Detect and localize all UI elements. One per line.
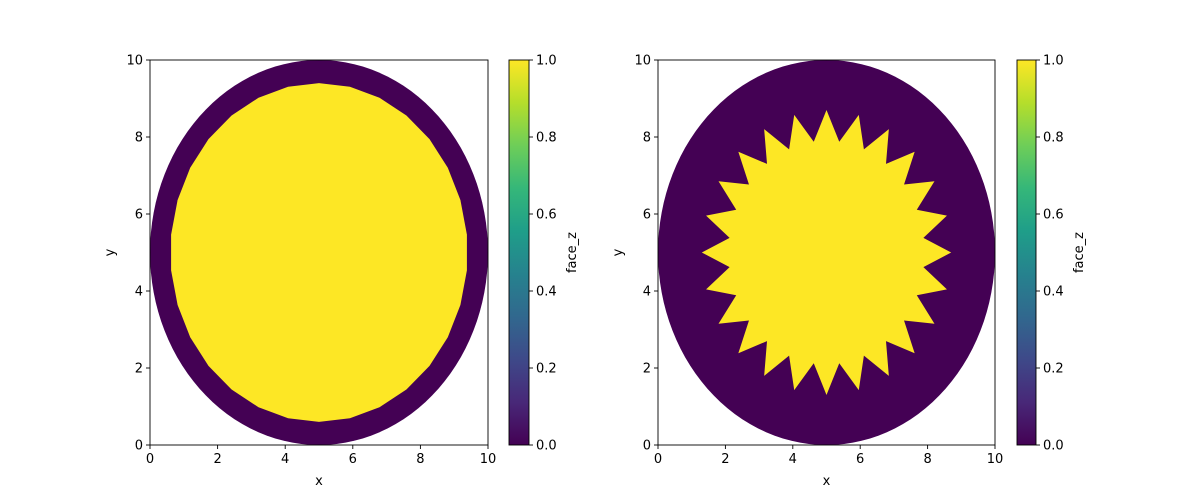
axes-frame (657, 59, 996, 446)
colorbar-tick-label: 0.6 (1043, 208, 1064, 223)
x-tick-label: 10 (987, 452, 1004, 467)
colorbar: 0.0 0.2 0.4 0.6 0.8 1.0 face_z (1016, 54, 1087, 454)
x-tick-label: 8 (416, 452, 424, 467)
colorbar-tick-label: 0.0 (536, 439, 557, 454)
x-axis-label: x (315, 474, 323, 489)
plot-area (150, 60, 488, 445)
y-tick-label: 6 (135, 208, 143, 223)
colorbar-tick-label: 0.0 (1043, 439, 1064, 454)
y-tick-label: 2 (643, 362, 651, 377)
y-tick-label: 8 (135, 131, 143, 146)
panel-1: 0 2 4 6 8 10 0 2 4 6 8 10 x y 0.0 0.2 0.4 0.6 0.8 1.0 face_z (103, 54, 580, 490)
axes-frame (149, 59, 489, 446)
colorbar-tick-label: 0.2 (1043, 362, 1064, 377)
colorbar-gradient (1017, 60, 1036, 445)
y-tick-label: 8 (643, 131, 651, 146)
colorbar-label: face_z (1072, 232, 1087, 273)
colorbar-label: face_z (565, 232, 580, 273)
x-tick-label: 8 (923, 452, 931, 467)
colorbar-tick-label: 0.4 (1043, 285, 1064, 300)
x-tick-label: 0 (654, 452, 662, 467)
region-inner-disk (171, 83, 467, 422)
x-axis-label: x (823, 474, 831, 489)
region-star (701, 110, 952, 395)
x-tick-label: 6 (856, 452, 864, 467)
y-tick-label: 0 (135, 439, 143, 454)
colorbar-tick-label: 0.4 (536, 285, 557, 300)
x-tick-label: 0 (146, 452, 154, 467)
colorbar-gradient (509, 60, 529, 445)
y-axis-label: y (611, 248, 626, 256)
x-tick-label: 10 (480, 452, 497, 467)
plot-area (658, 60, 995, 445)
x-tick-label: 2 (213, 452, 221, 467)
colorbar: 0.0 0.2 0.4 0.6 0.8 1.0 face_z (508, 54, 580, 454)
x-tick-label: 4 (281, 452, 289, 467)
colorbar-tick-label: 0.8 (1043, 131, 1064, 146)
colorbar-tick-label: 0.2 (536, 362, 557, 377)
panel-2: 0 2 4 6 8 10 0 2 4 6 8 10 x y 0.0 0.2 0.4 0.6 0.8 1.0 face_z (611, 54, 1087, 490)
y-tick-label: 4 (135, 285, 143, 300)
x-tick-label: 2 (721, 452, 729, 467)
colorbar-frame (508, 59, 530, 446)
y-tick-label: 4 (643, 285, 651, 300)
colorbar-frame (1016, 59, 1037, 446)
y-tick-label: 10 (634, 54, 651, 69)
y-tick-label: 2 (135, 362, 143, 377)
colorbar-tick-label: 1.0 (1043, 54, 1064, 69)
x-tick-label: 6 (349, 452, 357, 467)
y-tick-label: 6 (643, 208, 651, 223)
colorbar-tick-label: 0.6 (536, 208, 557, 223)
colorbar-tick-label: 1.0 (536, 54, 557, 69)
colorbar-tick-label: 0.8 (536, 131, 557, 146)
y-tick-label: 10 (126, 54, 143, 69)
x-tick-label: 4 (789, 452, 797, 467)
y-tick-label: 0 (643, 439, 651, 454)
y-axis-label: y (103, 248, 118, 256)
